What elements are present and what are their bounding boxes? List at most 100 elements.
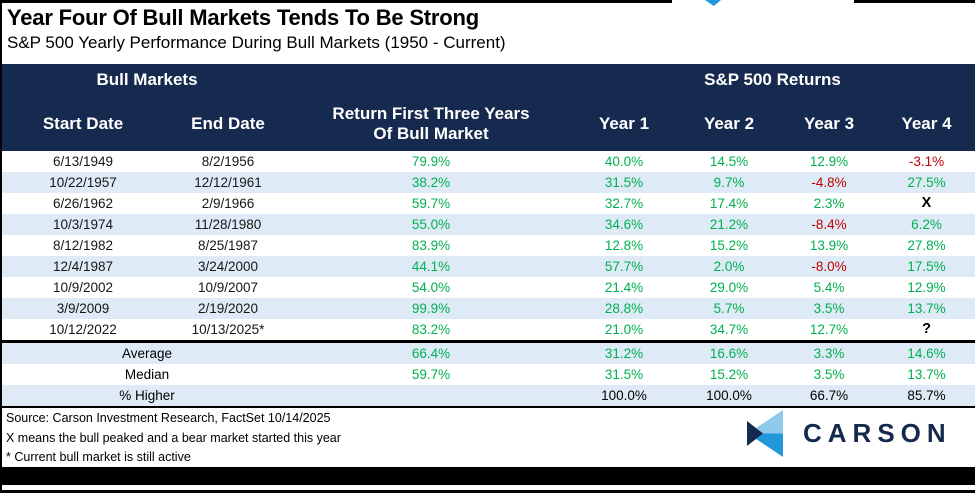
cell-year3: 5.4% bbox=[813, 280, 845, 295]
cell-year3: -8.0% bbox=[811, 259, 847, 274]
cropped-logo-fragment-icon bbox=[705, 0, 721, 6]
carson-logo: CARSON bbox=[747, 410, 952, 457]
cell-first-three-years: 59.7% bbox=[411, 196, 451, 211]
cell-year2: 16.6% bbox=[678, 340, 780, 364]
group-header-sp500-returns: S&P 500 Returns bbox=[570, 64, 975, 96]
cell-year1: 21.0% bbox=[604, 322, 644, 337]
cell-year1: 57.7% bbox=[604, 259, 644, 274]
cell-year3: 3.5% bbox=[813, 301, 845, 316]
cell-year1: 31.5% bbox=[604, 175, 644, 190]
cell-year3: 3.3% bbox=[780, 340, 878, 364]
cell-end-date: 12/12/1961 bbox=[194, 175, 262, 190]
table-row: 6/26/1962 2/9/1966 59.7% 32.7% 17.4% 2.3% X bbox=[2, 193, 975, 214]
cell-year3: -8.4% bbox=[811, 217, 847, 232]
cell-year3: 2.3% bbox=[813, 196, 845, 211]
table-row: 10/22/1957 12/12/1961 38.2% 31.5% 9.7% -4.8% 2… bbox=[2, 172, 975, 193]
cell-year2: 5.7% bbox=[713, 301, 745, 316]
cell-year3: 3.5% bbox=[813, 367, 845, 382]
summary-row: Median 59.7% 31.5% 15.2% 3.5% 13.7% bbox=[2, 364, 975, 385]
cell-first-three-years: 54.0% bbox=[411, 280, 451, 295]
carson-logo-text: CARSON bbox=[803, 418, 952, 448]
summary-label: % Higher bbox=[2, 385, 292, 408]
cell-year4: 14.6% bbox=[878, 340, 975, 364]
col-header-start-date: Start Date bbox=[2, 96, 164, 151]
cell-year4: 85.7% bbox=[878, 385, 975, 408]
bottom-black-bar bbox=[2, 467, 975, 485]
footnotes: Source: Carson Investment Research, Fact… bbox=[6, 409, 341, 468]
col-header-first-three-years: Return First Three Years Of Bull Market bbox=[292, 96, 570, 151]
page-subtitle: S&P 500 Yearly Performance During Bull M… bbox=[7, 33, 506, 52]
cell-year4: 12.9% bbox=[907, 280, 946, 295]
cell-end-date: 2/19/2020 bbox=[197, 301, 259, 316]
table-row: 8/12/1982 8/25/1987 83.9% 12.8% 15.2% 13.9% 27… bbox=[2, 235, 975, 256]
cell-year4: 27.5% bbox=[907, 175, 946, 190]
cell-year4: 13.7% bbox=[907, 367, 946, 382]
top-border-right-segment bbox=[854, 0, 975, 3]
cell-end-date: 8/2/1956 bbox=[201, 154, 255, 169]
cell-year2: 34.7% bbox=[709, 322, 749, 337]
cell-year2: 15.2% bbox=[709, 367, 749, 382]
cell-first-three-years: 99.9% bbox=[411, 301, 451, 316]
cell-year1: 100.0% bbox=[570, 385, 678, 408]
table-row: 10/12/2022 10/13/2025* 83.2% 21.0% 34.7% 12.7… bbox=[2, 319, 975, 342]
cell-year2: 9.7% bbox=[713, 175, 745, 190]
cell-start-date: 6/26/1962 bbox=[52, 196, 114, 211]
cell-year2: 29.0% bbox=[709, 280, 749, 295]
cell-year2: 17.4% bbox=[709, 196, 749, 211]
cell-start-date: 10/3/1974 bbox=[52, 217, 114, 232]
cell-start-date: 10/9/2002 bbox=[52, 280, 114, 295]
col-header-year3: Year 3 bbox=[780, 96, 878, 151]
cell-year4: 27.8% bbox=[907, 238, 946, 253]
cell-year4: -3.1% bbox=[908, 154, 945, 169]
cell-first-three-years: 66.4% bbox=[292, 340, 570, 364]
summary-label: Median bbox=[124, 367, 170, 382]
col-header-end-date: End Date bbox=[164, 96, 292, 151]
cell-year3: 12.7% bbox=[809, 322, 849, 337]
cell-start-date: 6/13/1949 bbox=[52, 154, 114, 169]
cell-end-date: 10/9/2007 bbox=[197, 280, 259, 295]
top-border-left-segment bbox=[2, 0, 672, 3]
cell-end-date: 10/13/2025* bbox=[191, 322, 265, 337]
cell-end-date: 2/9/1966 bbox=[201, 196, 255, 211]
cell-first-three-years: 59.7% bbox=[411, 367, 451, 382]
table-body: 6/13/1949 8/2/1956 79.9% 40.0% 14.5% 12.9% -3.… bbox=[2, 151, 975, 408]
summary-row: Average 66.4% 31.2% 16.6% 3.3% 14.6% bbox=[2, 340, 975, 364]
cell-first-three-years: 83.9% bbox=[411, 238, 451, 253]
cell-year1: 40.0% bbox=[604, 154, 644, 169]
cell-year4: 13.7% bbox=[907, 301, 946, 316]
cell-year1: 31.5% bbox=[604, 367, 644, 382]
table-row: 3/9/2009 2/19/2020 99.9% 28.8% 5.7% 3.5% 13.7% bbox=[2, 298, 975, 319]
cell-end-date: 8/25/1987 bbox=[197, 238, 259, 253]
cell-start-date: 10/12/2022 bbox=[49, 322, 117, 337]
cell-year3: 12.9% bbox=[809, 154, 849, 169]
cell-start-date: 3/9/2009 bbox=[56, 301, 110, 316]
cell-year4: 17.5% bbox=[907, 259, 946, 274]
cell-year1: 31.2% bbox=[570, 340, 678, 364]
cell-end-date: 3/24/2000 bbox=[197, 259, 259, 274]
cell-year2: 2.0% bbox=[713, 259, 745, 274]
cell-first-three-years: 83.2% bbox=[411, 322, 451, 337]
cell-year2: 14.5% bbox=[709, 154, 749, 169]
cell-end-date: 11/28/1980 bbox=[194, 217, 262, 232]
cell-first-three-years: 38.2% bbox=[411, 175, 451, 190]
x-footnote: X means the bull peaked and a bear marke… bbox=[6, 430, 341, 445]
cell-year2: 100.0% bbox=[678, 385, 780, 408]
col-header-year4: Year 4 bbox=[878, 96, 975, 151]
summary-row: % Higher 100.0% 100.0% 66.7% 85.7% bbox=[2, 385, 975, 408]
cell-first-three-years: 44.1% bbox=[411, 259, 451, 274]
source-note: Source: Carson Investment Research, Fact… bbox=[6, 411, 331, 425]
cell-start-date: 10/22/1957 bbox=[49, 175, 117, 190]
table-row: 10/9/2002 10/9/2007 54.0% 21.4% 29.0% 5.4% 12.… bbox=[2, 277, 975, 298]
cell-year1: 32.7% bbox=[604, 196, 644, 211]
cell-year3: 66.7% bbox=[780, 385, 878, 408]
cell-year1: 12.8% bbox=[604, 238, 644, 253]
cell-year3: -4.8% bbox=[811, 175, 847, 190]
page-title: Year Four Of Bull Markets Tends To Be St… bbox=[7, 5, 480, 30]
table-row: 12/4/1987 3/24/2000 44.1% 57.7% 2.0% -8.0% 17.… bbox=[2, 256, 975, 277]
cell-year4: X bbox=[921, 195, 932, 211]
bottom-border-line bbox=[2, 490, 975, 493]
col-header-year2: Year 2 bbox=[678, 96, 780, 151]
cell-first-three-years: 55.0% bbox=[411, 217, 451, 232]
cell-year4: 6.2% bbox=[911, 217, 942, 232]
group-header-spacer bbox=[292, 64, 570, 96]
